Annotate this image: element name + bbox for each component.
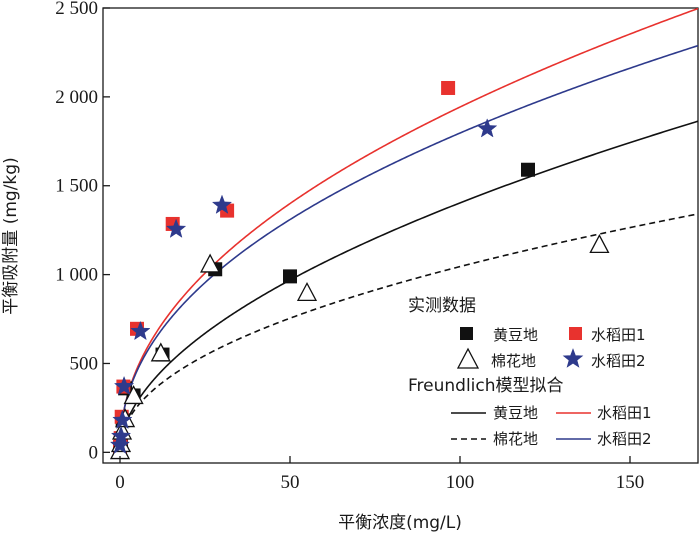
x-tick-label: 50 bbox=[281, 472, 300, 493]
legend-marker-shuidaotian2 bbox=[562, 348, 584, 368]
legend-fit-label-mianhuadi: 棉花地 bbox=[493, 430, 538, 448]
data-point bbox=[109, 434, 131, 454]
legend-fit-label-shuidaotian1: 水稻田1 bbox=[597, 404, 652, 422]
data-point bbox=[477, 118, 498, 138]
y-tick-label: 1 000 bbox=[55, 265, 98, 286]
y-tick-label: 2 000 bbox=[55, 87, 98, 108]
y-tick-label: 500 bbox=[70, 353, 99, 374]
data-markers bbox=[109, 80, 610, 460]
data-point bbox=[211, 194, 233, 214]
data-point bbox=[123, 385, 144, 405]
legend-fit-label-shuidaotian2: 水稻田2 bbox=[597, 430, 652, 448]
plot-frame bbox=[102, 7, 699, 464]
data-point bbox=[296, 281, 318, 302]
legend-measured-title: 实测数据 bbox=[408, 296, 476, 316]
legend-marker-shuidaotian1 bbox=[569, 327, 582, 340]
data-point bbox=[441, 80, 456, 95]
x-axis-ticks: 0 50 100 150 bbox=[115, 456, 644, 493]
data-point bbox=[200, 253, 221, 273]
legend-label-huangdoudi: 黄豆地 bbox=[493, 326, 538, 344]
data-point bbox=[589, 233, 610, 254]
x-tick-label: 150 bbox=[616, 472, 645, 493]
data-point bbox=[112, 409, 133, 430]
fit-curve bbox=[119, 213, 698, 453]
legend-label-mianhuadi: 棉花地 bbox=[491, 352, 536, 370]
fit-curve bbox=[119, 8, 698, 453]
x-axis-title: 平衡浓度(mg/L) bbox=[338, 513, 462, 533]
y-tick-label: 2 500 bbox=[55, 0, 98, 19]
fit-curve bbox=[119, 120, 698, 453]
legend-label-shuidaotian1: 水稻田1 bbox=[591, 326, 646, 344]
data-point bbox=[165, 218, 187, 238]
data-point bbox=[521, 162, 535, 177]
y-axis-title: 平衡吸附量 (mg/kg) bbox=[1, 157, 21, 314]
data-point bbox=[110, 425, 132, 446]
legend-marker-huangdoudi bbox=[460, 327, 473, 340]
data-point bbox=[283, 269, 297, 284]
legend: 实测数据 黄豆地 水稻田1 棉花地 水稻田2 Freundlich模型拟合 黄豆… bbox=[408, 296, 652, 448]
x-tick-label: 100 bbox=[446, 472, 475, 493]
y-tick-label: 1 500 bbox=[55, 176, 98, 197]
y-tick-label: 0 bbox=[89, 442, 99, 463]
data-point bbox=[113, 375, 135, 396]
legend-fit-label-huangdoudi: 黄豆地 bbox=[493, 404, 538, 422]
data-point bbox=[150, 342, 171, 362]
y-axis-ticks: 0 500 1 000 1 500 2 000 2 500 bbox=[55, 0, 110, 463]
legend-fit-title: Freundlich模型拟合 bbox=[408, 376, 564, 396]
data-point bbox=[130, 320, 151, 341]
legend-label-shuidaotian2: 水稻田2 bbox=[591, 352, 646, 370]
x-tick-label: 0 bbox=[115, 472, 125, 493]
fit-curve bbox=[119, 44, 698, 453]
legend-marker-mianhuadi bbox=[456, 347, 480, 369]
